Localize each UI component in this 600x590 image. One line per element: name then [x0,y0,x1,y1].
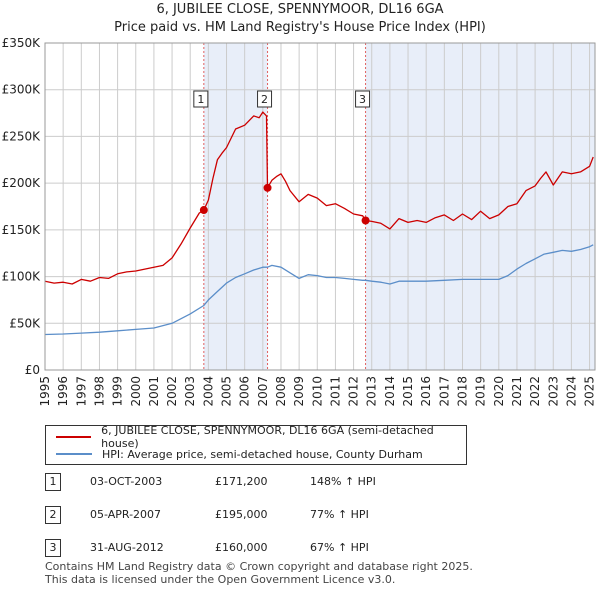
x-tick-label: 2011 [328,376,342,407]
x-tick-label: 2007 [256,376,270,407]
x-tick-label: 2002 [165,376,179,407]
sale-date: 03-OCT-2003 [90,475,163,488]
sale-number-badge: 3 [45,539,61,557]
legend: 6, JUBILEE CLOSE, SPENNYMOOR, DL16 6GA (… [45,424,467,465]
sale-number-badge: 2 [45,506,61,524]
x-tick-label: 2009 [292,376,306,407]
x-tick-label: 2014 [383,376,397,407]
x-tick-label: 2010 [310,376,324,407]
x-tick-label: 2020 [492,376,506,407]
sale-point [199,206,208,215]
x-tick-label: 1998 [92,376,106,407]
footer-copyright: Contains HM Land Registry data © Crown c… [45,560,473,573]
sale-price: £160,000 [215,541,268,554]
sale-label-box [355,90,371,108]
x-tick-label: 2004 [201,376,215,407]
x-tick-label: 2021 [510,376,524,407]
x-tick-label: 2023 [546,376,560,407]
sale-label-box [257,90,273,108]
x-tick-label: 2025 [583,376,597,407]
sale-price: £171,200 [215,475,268,488]
y-tick-label: £350K [2,36,42,50]
sale-label-number: 1 [197,93,204,106]
footer-license: This data is licensed under the Open Gov… [45,573,396,586]
x-tick-label: 2005 [220,376,234,407]
x-tick-label: 2008 [274,376,288,407]
x-tick-label: 2018 [455,376,469,407]
legend-swatch-property [56,436,92,438]
x-tick-label: 2016 [419,376,433,407]
sale-point [361,216,370,225]
y-tick-label: £0 [25,363,40,377]
x-tick-label: 2001 [147,376,161,407]
x-tick-label: 2013 [365,376,379,407]
x-tick-label: 2000 [129,376,143,407]
plot-border [44,42,596,371]
x-tick-label: 1996 [56,376,70,407]
y-tick-label: £300K [2,83,42,97]
sale-row: 1 03-OCT-2003 £171,200 148% ↑ HPI [45,473,465,493]
x-tick-label: 2017 [437,376,451,407]
chart-title: 6, JUBILEE CLOSE, SPENNYMOOR, DL16 6GA [156,2,444,17]
sale-price: £195,000 [215,508,268,521]
sale-hpi-change: 77% ↑ HPI [310,508,369,521]
sale-label-box [193,90,209,108]
sale-label-number: 2 [261,93,268,106]
footer: Contains HM Land Registry data © Crown c… [45,560,473,586]
ownership-shade [203,43,268,370]
sale-row: 2 05-APR-2007 £195,000 77% ↑ HPI [45,506,465,526]
sale-hpi-change: 148% ↑ HPI [310,475,376,488]
sale-date: 05-APR-2007 [90,508,162,521]
property-series-line [44,111,594,285]
x-tick-label: 2015 [401,376,415,407]
x-tick-label: 2022 [528,376,542,407]
x-tick-label: 2006 [238,376,252,407]
sale-date: 31-AUG-2012 [90,541,164,554]
y-tick-label: £100K [2,270,42,284]
x-tick-label: 1999 [111,376,125,407]
legend-label-hpi: HPI: Average price, semi-detached house,… [102,447,423,461]
sale-point [263,183,272,192]
chart-subtitle: Price paid vs. HM Land Registry's House … [114,20,486,35]
x-tick-label: 1995 [38,376,52,407]
y-tick-label: £150K [2,223,42,237]
x-tick-label: 1997 [74,376,88,407]
legend-item-hpi: HPI: Average price, semi-detached house,… [46,446,423,462]
x-tick-label: 2019 [474,376,488,407]
x-tick-label: 2024 [564,376,578,407]
x-tick-label: 2012 [347,376,361,407]
y-tick-label: £200K [2,176,42,190]
x-tick-label: 2003 [183,376,197,407]
legend-label-property: 6, JUBILEE CLOSE, SPENNYMOOR, DL16 6GA (… [101,424,434,450]
y-tick-label: £50K [9,316,41,330]
sale-hpi-change: 67% ↑ HPI [310,541,369,554]
price-chart: £0 £50K £100K £150K £200K £250K £300K £350K 1995… [2,36,597,407]
sale-number-badge: 1 [45,473,61,491]
legend-swatch-hpi [56,453,92,455]
y-tick-label: £250K [2,129,42,143]
legend-item-property: 6, JUBILEE CLOSE, SPENNYMOOR, DL16 6GA (… [46,424,466,450]
sale-row: 3 31-AUG-2012 £160,000 67% ↑ HPI [45,539,465,559]
sale-label-number: 3 [359,93,366,106]
hpi-series-line [44,244,594,336]
